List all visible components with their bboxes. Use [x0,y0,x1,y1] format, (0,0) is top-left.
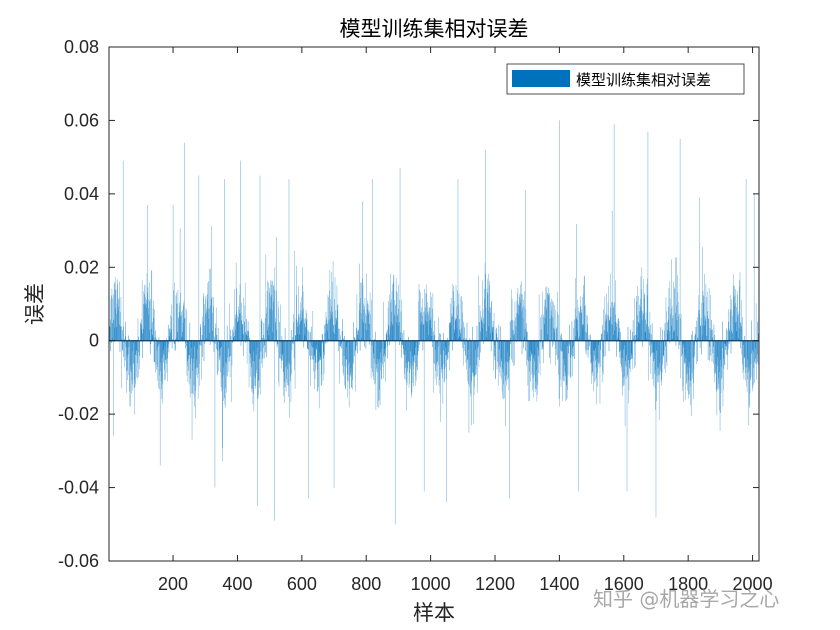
y-tick-label: 0.06 [64,110,99,130]
y-tick-label: 0.04 [64,184,99,204]
legend-swatch [512,70,570,87]
axes-frame [108,46,760,562]
x-axis-label: 样本 [413,601,455,625]
y-tick-label: -0.04 [58,478,99,498]
x-tick-label: 200 [158,574,188,594]
y-tick-label: -0.06 [58,551,99,571]
x-tick-label: 600 [287,574,317,594]
legend-label: 模型训练集相对误差 [576,71,711,89]
x-tick-label: 1400 [539,574,579,594]
x-tick-label: 1200 [475,574,515,594]
x-tick-label: 1800 [668,574,708,594]
x-tick-label: 2000 [733,574,773,594]
x-tick-label: 1600 [604,574,644,594]
x-tick-label: 1000 [411,574,451,594]
axes-box [108,46,760,562]
x-tick-label: 400 [222,574,252,594]
y-tick-label: 0.08 [64,37,99,57]
watermark-text: 知乎 @机器学习之心 [593,587,779,611]
y-tick-label: -0.02 [58,404,99,424]
x-tick-label: 800 [351,574,381,594]
y-tick-label: 0.02 [64,257,99,277]
x-axis: 200 400 600 800 1000 1200 1400 1600 1800 2000 [158,47,773,594]
legend: 模型训练集相对误差 [506,63,745,95]
chart-title: 模型训练集相对误差 [340,17,529,41]
y-tick-label: 0 [89,331,99,351]
plot-area [109,47,759,561]
y-axis: -0.06 -0.04 -0.02 0 0.02 0.04 0.06 0.08 [58,37,759,571]
error-bars [108,120,760,525]
y-axis-label: 误差 [23,283,47,325]
